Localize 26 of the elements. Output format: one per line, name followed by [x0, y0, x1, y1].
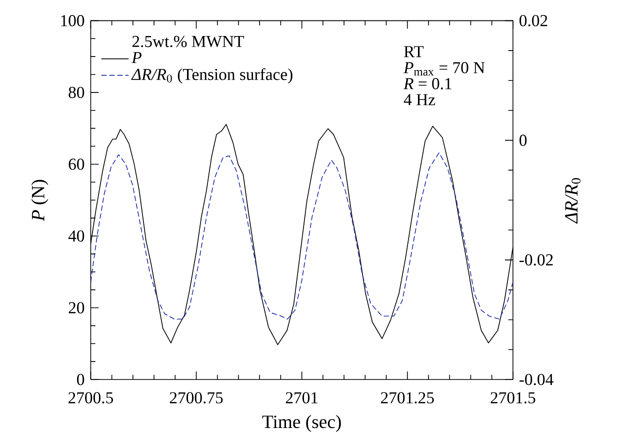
line-series [90, 152, 513, 320]
y2-axis-title: ΔR/R$_{0}$ [565, 178, 580, 224]
legend-label: ΔR/R$_{0}$ (Tension surface) [131, 68, 292, 84]
y-tick-label: 0 [77, 374, 84, 386]
annotation: 4 Hz [404, 94, 436, 106]
x-tick-label: 2701 [286, 392, 318, 404]
x-tick-label: 2701.5 [490, 392, 536, 404]
y2-tick-label: 0.02 [520, 15, 548, 27]
x-axis-title: Time (sec) [262, 415, 341, 432]
x-tick-label: 2700.75 [170, 392, 223, 404]
y-tick-label: 40 [68, 230, 84, 242]
y-tick-label: 80 [68, 87, 84, 98]
legend-label: P [132, 52, 142, 64]
y2-tick-label: 0 [520, 134, 527, 146]
y-tick-label: 100 [61, 15, 84, 27]
x-tick-label: 2701.25 [381, 392, 434, 404]
y2-tick-label: -0.02 [520, 254, 553, 266]
y-tick-label: 60 [68, 158, 84, 170]
y-tick-label: 20 [68, 302, 84, 314]
annotation: R = 0.1 [403, 78, 452, 90]
y-axis-title: P (N) [31, 180, 48, 222]
annotation: RT [404, 46, 424, 58]
annotation: P$_{max}$ = 70 N [403, 62, 485, 76]
legend-title: 2.5wt.% MWNT [132, 36, 244, 48]
x-tick-label: 2700.5 [68, 392, 113, 404]
y2-tick-label: -0.04 [520, 374, 554, 386]
